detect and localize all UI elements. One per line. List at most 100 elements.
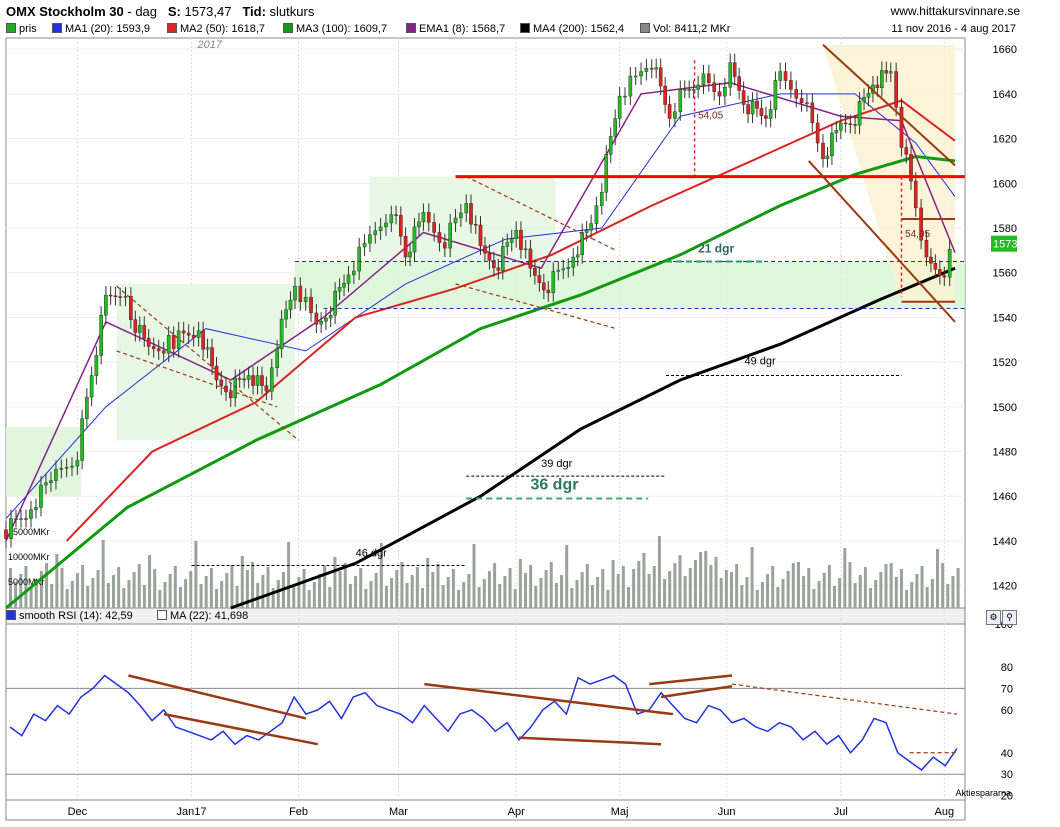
rsi-panel [5, 623, 966, 801]
volume-bar [730, 572, 733, 608]
volume-bar [328, 587, 332, 608]
volume-bar [807, 568, 811, 608]
rsi-trendline [128, 674, 307, 720]
volume-bar [19, 574, 23, 608]
candle-body [298, 285, 303, 302]
legend-item-ma2: MA2 (50): 1618,7 [167, 23, 265, 35]
candle-body [909, 154, 913, 182]
volume-bar [487, 571, 491, 608]
x-tick-label: Jun [718, 806, 736, 818]
volume-bar [585, 564, 589, 608]
volume-bar [699, 552, 703, 608]
volume-bar [318, 574, 321, 608]
volume-bar [178, 587, 182, 608]
volume-bar [338, 571, 342, 608]
volume-bar [75, 573, 79, 608]
candle-body [9, 518, 13, 539]
volume-bar [601, 569, 605, 608]
volume-bar [168, 574, 172, 608]
volume-bar [606, 590, 610, 608]
volume-bar [647, 574, 651, 608]
settings-icon[interactable]: ⚙ [986, 610, 1001, 625]
candle-body [432, 222, 436, 233]
volume-bar [173, 566, 177, 608]
candle-body [49, 480, 53, 484]
year-marker: 2017 [197, 39, 223, 51]
volume-bar [426, 558, 430, 608]
volume-bar [796, 562, 800, 608]
zoom-icon[interactable]: ⚲ [1002, 610, 1017, 625]
range-box [6, 426, 81, 497]
candle-body [459, 212, 463, 219]
candle-body [328, 314, 333, 319]
candle-body [678, 89, 683, 112]
volume-bar [663, 579, 667, 608]
brand-label: Aktiespararna [955, 788, 1011, 798]
volume-bar [410, 575, 414, 608]
span-label: 21 dgr [698, 242, 734, 256]
candle-body [673, 111, 677, 119]
volume-bar [271, 588, 275, 608]
volume-bar [209, 568, 213, 608]
candle-body [649, 67, 654, 70]
candle-body [613, 118, 617, 137]
volume-bar [596, 577, 600, 608]
candle-body [214, 365, 219, 381]
candle-body [561, 268, 566, 271]
volume-bar [925, 587, 929, 608]
candle-body [919, 207, 923, 241]
site-url: www.hittakursvinnare.se [890, 4, 1020, 18]
volume-bar [235, 586, 239, 608]
trend-channel-line [116, 285, 299, 441]
candle-body [834, 130, 839, 134]
volume-bar [745, 577, 749, 608]
candle-body [942, 275, 947, 278]
volume-bar [158, 590, 162, 608]
candle-body [933, 263, 938, 270]
x-axis-bar [5, 799, 966, 821]
candle-body [237, 378, 242, 380]
y-tick-label: 1500 [993, 402, 1017, 414]
volume-bar [60, 568, 64, 608]
legend-swatch [640, 23, 650, 33]
candle-body [219, 379, 224, 387]
legend-swatch [52, 23, 62, 33]
candle-body [514, 230, 518, 239]
volume-bar [590, 585, 594, 608]
volume-bar [827, 565, 831, 608]
volume-bar [101, 540, 105, 608]
volume-bar [822, 573, 826, 608]
volume-bar [575, 580, 579, 608]
candle-body [171, 335, 176, 349]
volume-bar [405, 583, 409, 608]
volume-bar [137, 564, 141, 608]
range-box [369, 176, 556, 262]
candle-body [551, 271, 556, 294]
y-tick-label: 1600 [993, 178, 1017, 190]
volume-bar [457, 590, 461, 608]
candle-body [853, 124, 857, 126]
volume-bar [889, 563, 893, 608]
candle-body [875, 84, 880, 88]
candle-body [161, 350, 166, 354]
volume-bar [724, 570, 728, 608]
candle-body [142, 325, 147, 339]
rsi-header-bar [5, 607, 966, 625]
volume-bar [266, 567, 270, 608]
candle-body [929, 256, 933, 264]
volume-bar [534, 586, 538, 608]
candle-body [575, 254, 580, 258]
candle-body [24, 518, 28, 520]
volume-bar [936, 549, 939, 608]
moving-average-line [230, 266, 956, 610]
candle-body [384, 222, 388, 228]
y-tick-label: 1580 [993, 223, 1017, 235]
x-tick-label: Mar [389, 806, 408, 818]
volume-bar [122, 588, 126, 608]
volume-bar [34, 579, 38, 608]
volume-bar [858, 575, 862, 608]
chart-title: OMX Stockholm 30 - dag S: 1573,47 Tid: s… [6, 4, 315, 19]
candle-body [717, 91, 722, 97]
candle-body [264, 385, 269, 392]
